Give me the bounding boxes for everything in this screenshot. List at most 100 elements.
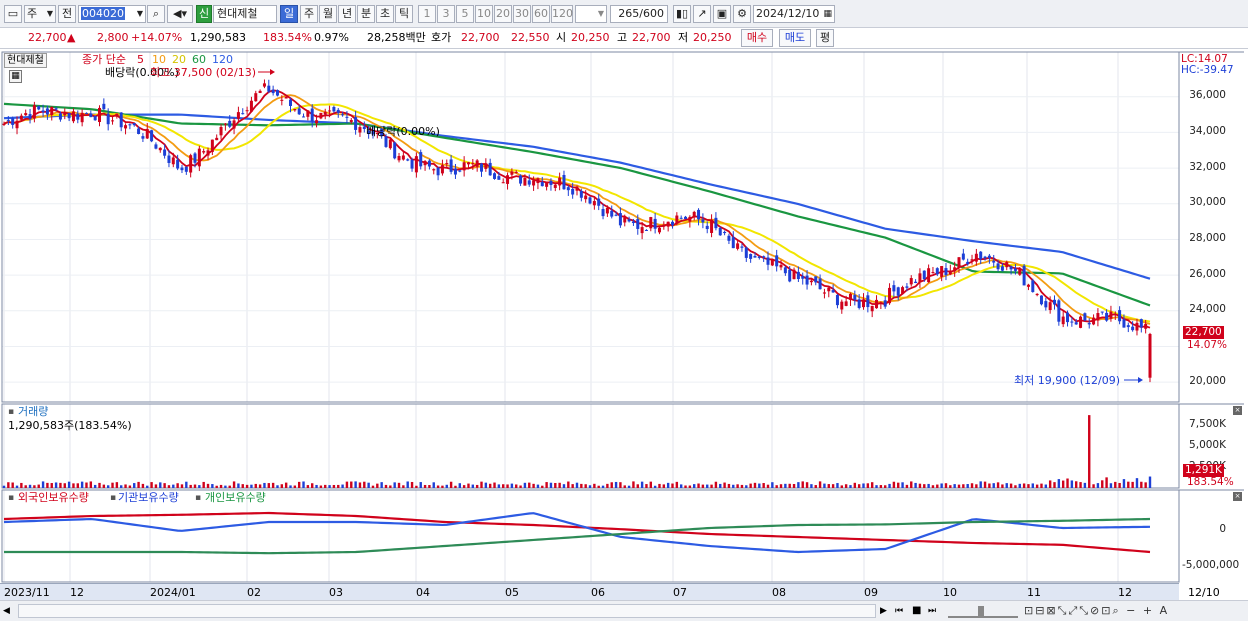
candle-body (992, 260, 996, 263)
horizontal-scrollbar[interactable] (18, 604, 876, 618)
settings-gear-icon[interactable]: ⚙ (733, 5, 751, 23)
custom-count-select[interactable]: ▼ (575, 5, 607, 23)
candle-body (310, 108, 314, 122)
volume-bar (284, 482, 288, 488)
volume-bar (1053, 482, 1056, 488)
candle-body (744, 247, 748, 258)
chart-canvas[interactable] (0, 50, 1248, 600)
volume-bar (232, 481, 236, 488)
save-icon[interactable]: ▣ (713, 5, 731, 23)
volume-bar (810, 484, 813, 488)
volume-bar (67, 481, 71, 488)
date-input[interactable]: 2024/12/10 ▦ (753, 5, 835, 23)
count-20[interactable]: 20 (494, 5, 512, 23)
volume-bar (1009, 483, 1013, 488)
volume-bar (884, 485, 887, 488)
period-year[interactable]: 년 (338, 5, 356, 23)
candle-body (1061, 316, 1065, 325)
candle-body (801, 276, 805, 279)
count-60[interactable]: 60 (532, 5, 550, 23)
candle-body (875, 299, 879, 309)
volume-bar (332, 484, 336, 488)
prev-button[interactable]: 전 (58, 5, 76, 23)
candle-body (671, 221, 674, 226)
individual-holding-title[interactable]: 개인보유수량 (205, 491, 266, 504)
candle-body (375, 132, 379, 134)
candle-body (362, 126, 366, 129)
x-label: 08 (772, 586, 786, 599)
speed-slider[interactable] (948, 604, 1018, 618)
volume-bar (480, 481, 483, 488)
price-change: 2,800 (97, 31, 129, 44)
candle-body (93, 116, 97, 121)
slider-handle[interactable] (978, 606, 984, 618)
code-input[interactable]: 004020 ▼ (78, 5, 146, 23)
candle-body (814, 276, 818, 283)
candle-body (549, 180, 553, 185)
candle-body (1126, 325, 1130, 328)
current-price-tag: 22,700 (1183, 326, 1224, 339)
rewind-icon[interactable]: ⏮ (895, 606, 904, 616)
volume-bar (198, 485, 201, 488)
crosshair-icon[interactable]: ↗ (693, 5, 711, 23)
candle-body (427, 160, 431, 167)
volume-bar (120, 485, 123, 488)
volume-title[interactable]: 거래량 (18, 405, 49, 418)
candle-body (249, 100, 253, 112)
volume-bar (788, 483, 791, 488)
volume-bar (237, 483, 240, 488)
candle-body (228, 120, 232, 127)
y-tick: 20,000 (1189, 375, 1226, 387)
count-5[interactable]: 5 (456, 5, 474, 23)
count-1[interactable]: 1 (418, 5, 436, 23)
volume-bar (1018, 483, 1021, 488)
sell-button[interactable]: 매도 (779, 29, 811, 47)
scroll-left-icon[interactable]: ◀ (3, 606, 10, 616)
buy-button[interactable]: 매수 (741, 29, 773, 47)
scroll-right-icon[interactable]: ▶ (880, 606, 887, 616)
foreign-holding-title[interactable]: 외국인보유수량 (18, 491, 89, 504)
calendar-icon[interactable]: ▦ (823, 9, 832, 19)
volume-bar (1035, 484, 1039, 488)
volume-bar (428, 485, 431, 488)
volume-bar (93, 484, 97, 488)
zoom-tools[interactable]: ⊡⊟⊠⤡⤢⤡⊘⊡⌕ − + A (1024, 604, 1170, 617)
period-tick[interactable]: 틱 (395, 5, 413, 23)
ma-20-label: 20 (172, 53, 186, 66)
stop-icon[interactable]: ■ (912, 605, 922, 616)
volume-bar (931, 485, 935, 488)
count-120[interactable]: 120 (551, 5, 573, 23)
market-select[interactable]: 주 ▼ (24, 5, 56, 23)
period-month[interactable]: 월 (319, 5, 337, 23)
candle-body (979, 251, 983, 260)
candle-body (163, 149, 167, 156)
speaker-icon[interactable]: ◀▾ (167, 5, 193, 23)
keyboard-icon[interactable]: ▦ (9, 70, 22, 83)
candle-body (262, 83, 266, 87)
fast-forward-icon[interactable]: ⏭ (928, 606, 937, 616)
price-panel-title[interactable]: 현대제철 (4, 53, 47, 68)
period-day[interactable]: 일 (280, 5, 298, 23)
volume-bar (1096, 483, 1100, 488)
x-axis: 2023/11 12 2024/01 02 03 04 05 06 07 08 … (0, 583, 1179, 600)
period-minute[interactable]: 분 (357, 5, 375, 23)
candle-body (401, 155, 405, 160)
chart-tools-icon[interactable]: ▮▯ (673, 5, 691, 23)
candle-body (171, 157, 175, 165)
count-10[interactable]: 10 (475, 5, 493, 23)
candle-body (1092, 317, 1096, 325)
candle-body (1013, 268, 1017, 271)
period-second[interactable]: 초 (376, 5, 394, 23)
close-panel-icon[interactable]: × (1233, 406, 1242, 415)
period-week[interactable]: 주 (300, 5, 318, 23)
count-3[interactable]: 3 (437, 5, 455, 23)
chart-area[interactable]: 현대제철 종가 단순 5 10 20 60 120 ▦ 배당락(0.00%) 최… (0, 50, 1248, 600)
window-menu-icon[interactable]: ▭ (4, 5, 22, 23)
eval-button[interactable]: 평 (816, 29, 834, 47)
search-icon[interactable]: ⌕ (147, 5, 165, 23)
close-panel-icon[interactable]: × (1233, 492, 1242, 501)
candle-body (453, 168, 457, 175)
institution-holding-title[interactable]: 기관보유수량 (118, 491, 179, 504)
range-input[interactable]: 265/600 (610, 5, 668, 23)
count-30[interactable]: 30 (513, 5, 531, 23)
